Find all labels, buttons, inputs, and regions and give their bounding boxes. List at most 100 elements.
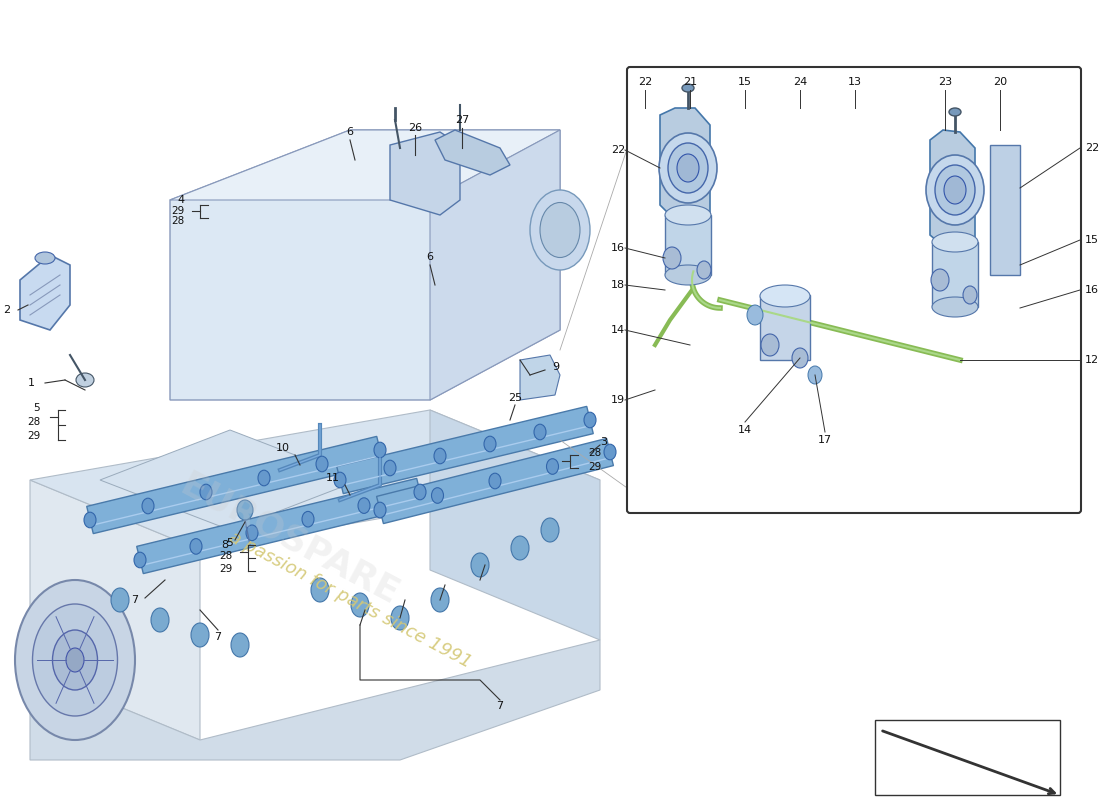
Ellipse shape: [84, 512, 96, 528]
Ellipse shape: [534, 424, 546, 440]
Text: 13: 13: [848, 77, 862, 87]
Polygon shape: [170, 130, 560, 200]
Text: 14: 14: [738, 425, 752, 435]
Ellipse shape: [932, 297, 978, 317]
Ellipse shape: [434, 448, 446, 464]
Ellipse shape: [53, 630, 98, 690]
Text: 22: 22: [1085, 143, 1099, 153]
Ellipse shape: [258, 470, 270, 486]
Ellipse shape: [808, 366, 822, 384]
Polygon shape: [87, 436, 383, 534]
Text: 9: 9: [552, 362, 559, 372]
Text: 3: 3: [600, 437, 607, 447]
Ellipse shape: [935, 165, 975, 215]
Ellipse shape: [66, 648, 84, 672]
Text: 6: 6: [427, 252, 433, 262]
Ellipse shape: [547, 458, 559, 474]
Bar: [990, 145, 1020, 275]
Text: 22: 22: [638, 77, 652, 87]
Ellipse shape: [302, 511, 313, 527]
Text: 28: 28: [588, 448, 602, 458]
Ellipse shape: [15, 580, 135, 740]
Ellipse shape: [666, 265, 711, 285]
Ellipse shape: [431, 488, 443, 503]
Ellipse shape: [666, 205, 711, 225]
Ellipse shape: [926, 155, 984, 225]
Text: 28: 28: [26, 417, 40, 427]
Ellipse shape: [962, 286, 977, 304]
Ellipse shape: [134, 552, 146, 568]
Ellipse shape: [530, 190, 590, 270]
Polygon shape: [520, 355, 560, 400]
Ellipse shape: [414, 484, 426, 500]
Ellipse shape: [541, 518, 559, 542]
Ellipse shape: [142, 498, 154, 514]
Ellipse shape: [747, 305, 763, 325]
Ellipse shape: [471, 553, 490, 577]
Text: 4: 4: [178, 195, 185, 205]
Ellipse shape: [761, 334, 779, 356]
Polygon shape: [30, 410, 600, 550]
FancyBboxPatch shape: [627, 67, 1081, 513]
Ellipse shape: [584, 412, 596, 428]
Text: 5: 5: [33, 403, 40, 413]
Polygon shape: [100, 430, 360, 530]
Ellipse shape: [316, 456, 328, 472]
Ellipse shape: [944, 176, 966, 204]
Ellipse shape: [490, 473, 500, 489]
Ellipse shape: [697, 261, 711, 279]
Ellipse shape: [792, 348, 808, 368]
Ellipse shape: [384, 460, 396, 476]
Text: 12: 12: [1085, 355, 1099, 365]
Text: 7: 7: [214, 632, 221, 642]
Text: 2: 2: [3, 305, 10, 315]
Text: 29: 29: [220, 564, 233, 574]
Text: a passion for parts since 1991: a passion for parts since 1991: [226, 528, 474, 672]
Text: 7: 7: [131, 595, 138, 605]
Bar: [874, 720, 1060, 795]
Bar: [666, 215, 711, 275]
Ellipse shape: [374, 502, 386, 518]
Text: 7: 7: [496, 701, 504, 711]
Text: 26: 26: [408, 123, 422, 133]
Ellipse shape: [431, 588, 449, 612]
Text: 29: 29: [26, 431, 40, 441]
Text: 15: 15: [1085, 235, 1099, 245]
Ellipse shape: [191, 623, 209, 647]
Text: 1: 1: [28, 378, 35, 388]
Ellipse shape: [351, 593, 369, 617]
Text: 11: 11: [326, 473, 340, 483]
Polygon shape: [660, 108, 710, 225]
Ellipse shape: [663, 247, 681, 269]
Text: 24: 24: [793, 77, 807, 87]
Polygon shape: [434, 130, 510, 175]
Ellipse shape: [200, 484, 212, 500]
Text: 19: 19: [610, 395, 625, 405]
Ellipse shape: [540, 202, 580, 258]
Ellipse shape: [484, 436, 496, 452]
Text: 5: 5: [227, 538, 233, 548]
Ellipse shape: [111, 588, 129, 612]
Ellipse shape: [358, 498, 370, 514]
Ellipse shape: [334, 472, 346, 488]
Polygon shape: [390, 132, 460, 215]
Ellipse shape: [76, 373, 94, 387]
Ellipse shape: [949, 108, 961, 116]
Text: 28: 28: [220, 551, 233, 561]
Ellipse shape: [236, 500, 253, 520]
Text: 25: 25: [508, 393, 522, 403]
Text: 18: 18: [610, 280, 625, 290]
Ellipse shape: [932, 232, 978, 252]
Text: 29: 29: [172, 206, 185, 216]
Polygon shape: [376, 438, 614, 523]
Bar: [760, 295, 810, 360]
Ellipse shape: [35, 252, 55, 264]
Polygon shape: [930, 130, 975, 252]
Text: 14: 14: [610, 325, 625, 335]
Ellipse shape: [668, 143, 708, 193]
Polygon shape: [136, 478, 424, 574]
Ellipse shape: [374, 442, 386, 458]
Text: 6: 6: [346, 127, 353, 137]
Ellipse shape: [512, 536, 529, 560]
Ellipse shape: [246, 525, 258, 541]
